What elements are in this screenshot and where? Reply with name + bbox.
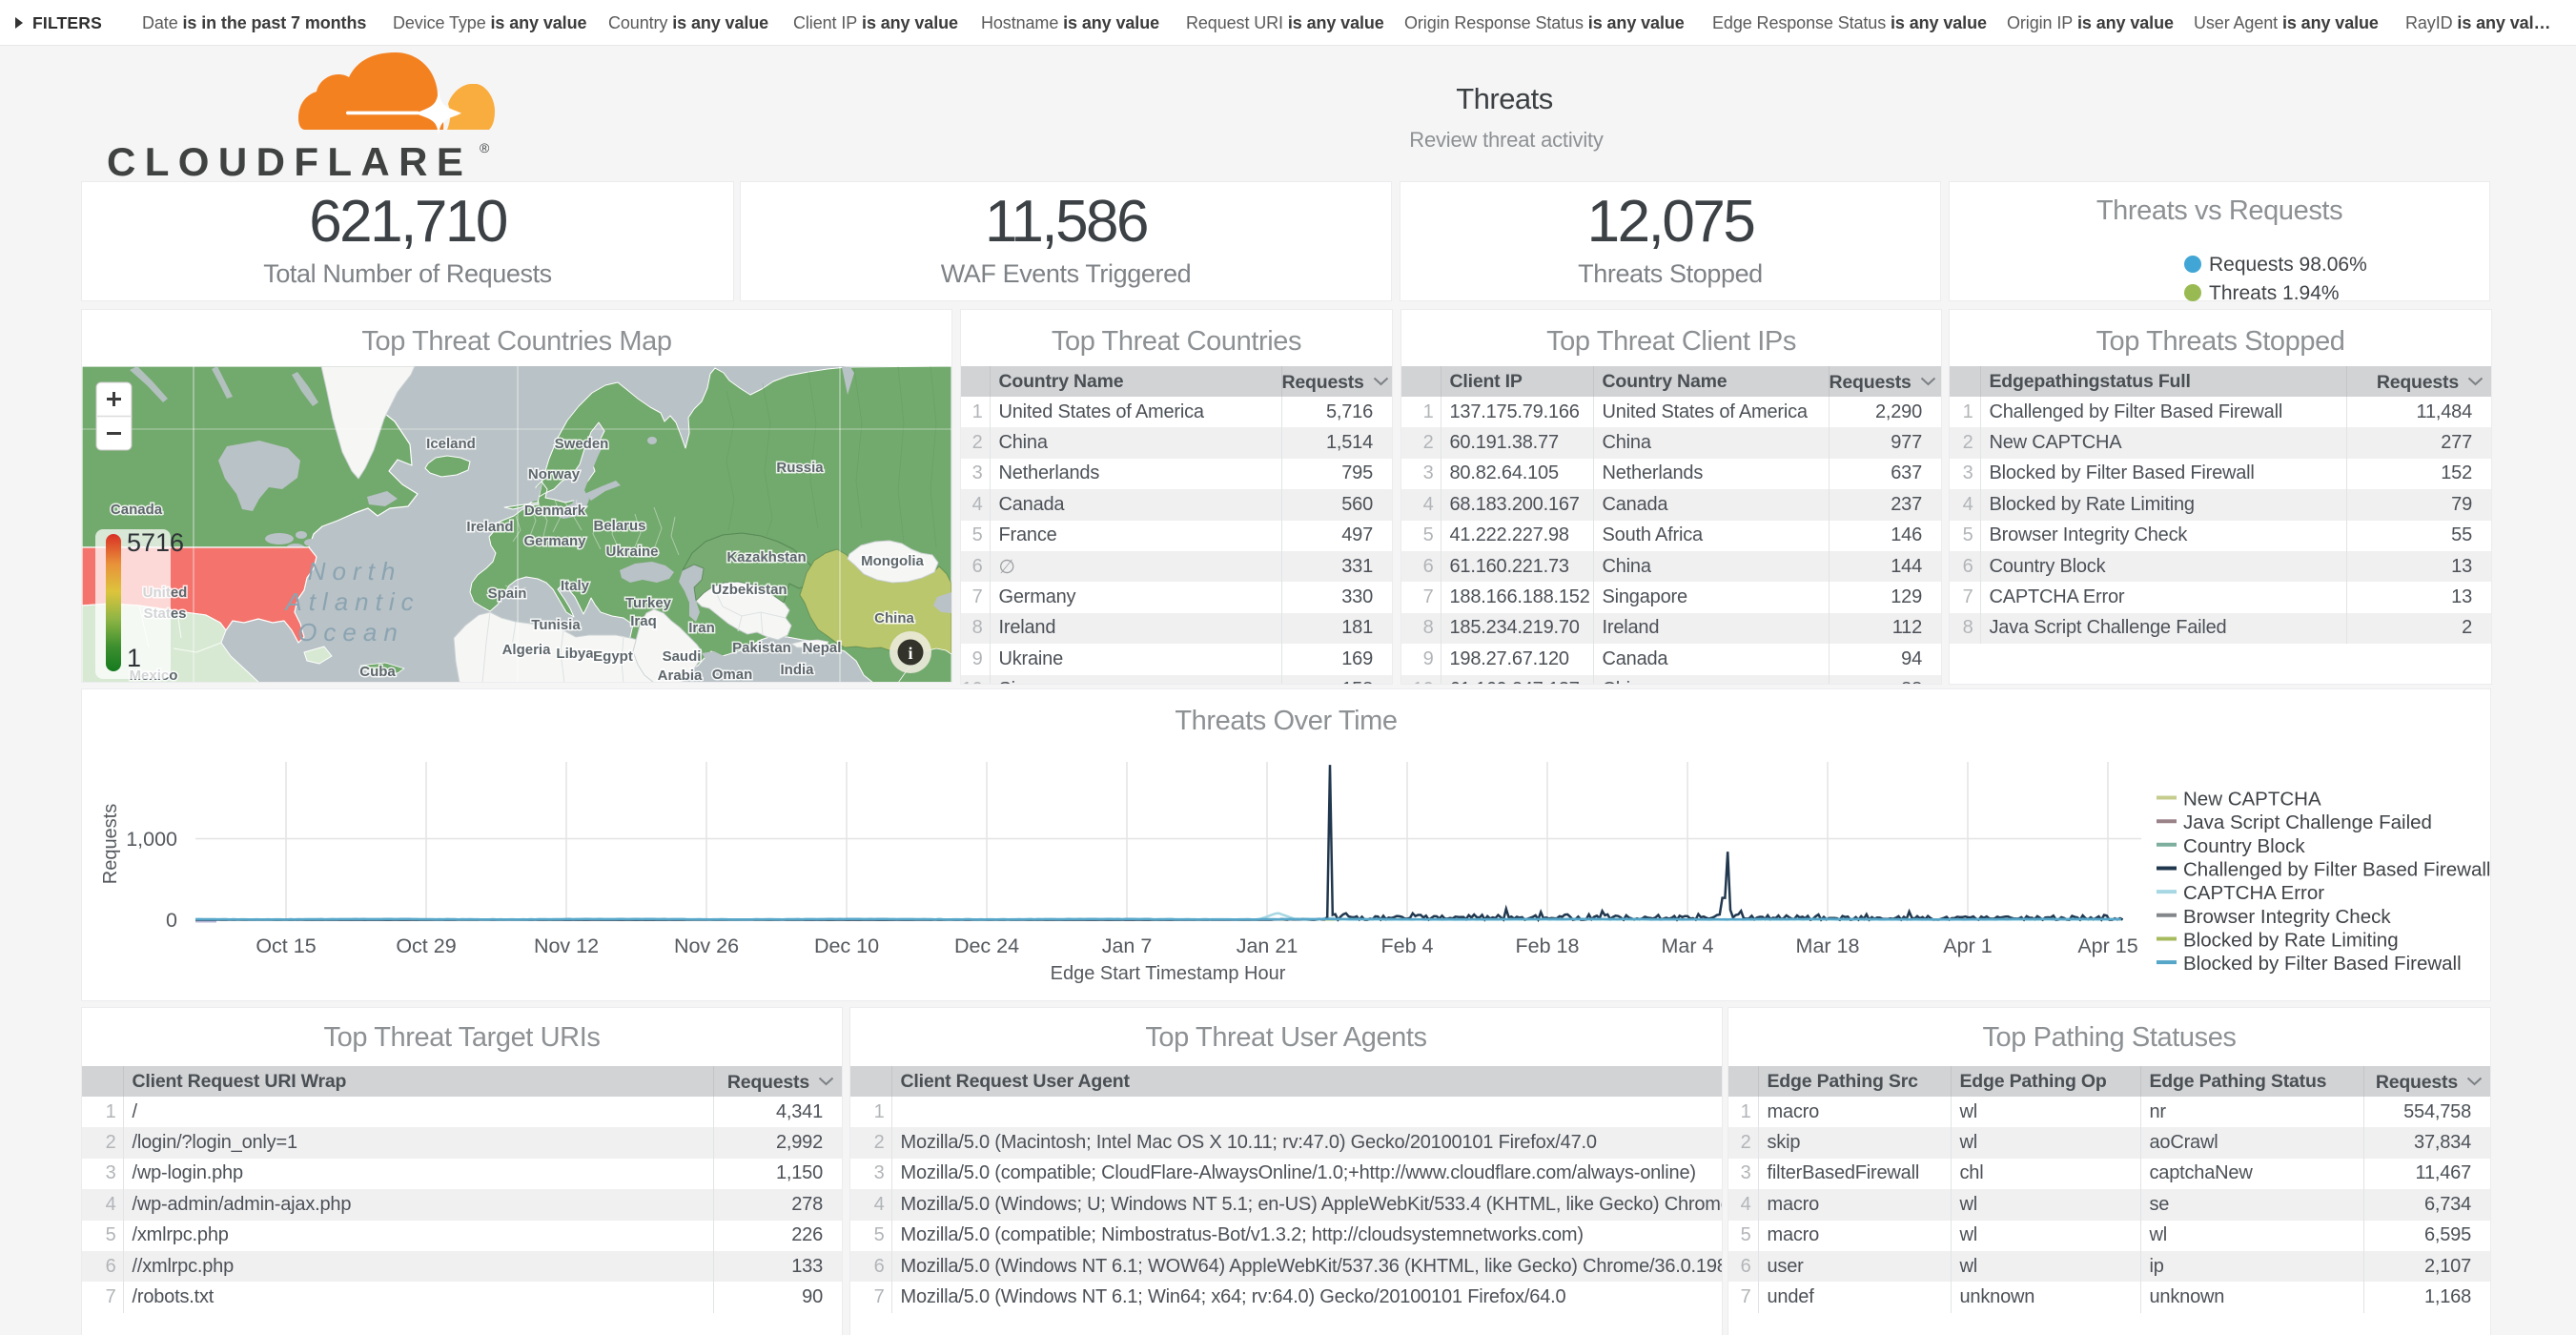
svg-text:Blocked by Rate Limiting: Blocked by Rate Limiting: [2183, 930, 2399, 952]
svg-text:Spain: Spain: [488, 585, 527, 602]
svg-text:Apr 1: Apr 1: [1943, 934, 1992, 957]
svg-text:1: 1: [127, 644, 141, 672]
svg-text:New CAPTCHA: New CAPTCHA: [2183, 789, 2321, 811]
svg-text:Algeria: Algeria: [502, 642, 552, 658]
svg-text:North: North: [308, 557, 402, 585]
svg-text:Pakistan: Pakistan: [732, 640, 791, 656]
svg-text:Turkey: Turkey: [625, 595, 672, 611]
svg-text:Jan 21: Jan 21: [1237, 934, 1298, 957]
svg-text:Saudi: Saudi: [663, 648, 702, 665]
svg-text:Belarus: Belarus: [593, 518, 645, 534]
svg-text:CLOUDFLARE: CLOUDFLARE: [107, 139, 472, 184]
svg-text:Browser Integrity Check: Browser Integrity Check: [2183, 906, 2391, 928]
svg-text:Uzbekistan: Uzbekistan: [711, 582, 787, 598]
svg-text:Dec 24: Dec 24: [954, 934, 1019, 957]
svg-text:Country Block: Country Block: [2183, 835, 2305, 857]
svg-text:Libya: Libya: [556, 646, 594, 662]
svg-text:Nov 26: Nov 26: [674, 934, 739, 957]
svg-text:Denmark: Denmark: [524, 503, 586, 519]
svg-text:Tunisia: Tunisia: [531, 617, 581, 633]
svg-text:Arabia: Arabia: [658, 668, 703, 683]
svg-text:Italy: Italy: [561, 578, 590, 594]
svg-text:Dec 10: Dec 10: [814, 934, 879, 957]
svg-text:0: 0: [166, 909, 177, 932]
svg-text:Oct 15: Oct 15: [256, 934, 316, 957]
svg-text:CAPTCHA Error: CAPTCHA Error: [2183, 882, 2324, 904]
svg-text:Requests: Requests: [100, 804, 121, 885]
svg-text:Mar 4: Mar 4: [1662, 934, 1714, 957]
svg-text:Feb 18: Feb 18: [1516, 934, 1580, 957]
svg-text:Challenged by Filter Based Fir: Challenged by Filter Based Firewall: [2183, 859, 2490, 881]
svg-text:Jan 7: Jan 7: [1102, 934, 1153, 957]
svg-text:Iran: Iran: [688, 620, 715, 636]
svg-text:Sweden: Sweden: [555, 436, 609, 452]
svg-text:Java Script Challenge Failed: Java Script Challenge Failed: [2183, 811, 2432, 833]
svg-text:Egypt: Egypt: [593, 648, 633, 665]
svg-text:Russia: Russia: [776, 460, 824, 476]
svg-text:Ocean: Ocean: [297, 618, 404, 647]
svg-text:Iraq: Iraq: [630, 613, 657, 629]
svg-text:Nepal: Nepal: [803, 640, 842, 656]
svg-text:Edge Start Timestamp Hour: Edge Start Timestamp Hour: [1051, 963, 1286, 984]
svg-text:i: i: [908, 644, 912, 663]
svg-text:®: ®: [480, 140, 490, 155]
svg-text:Nov 12: Nov 12: [534, 934, 599, 957]
svg-text:Germany: Germany: [523, 533, 586, 549]
svg-text:Kazakhstan: Kazakhstan: [726, 549, 806, 565]
svg-text:Oct 29: Oct 29: [396, 934, 456, 957]
svg-text:Feb 4: Feb 4: [1381, 934, 1434, 957]
svg-text:Cuba: Cuba: [359, 664, 396, 680]
svg-text:China: China: [874, 610, 914, 626]
svg-text:Ireland: Ireland: [466, 519, 513, 535]
svg-text:Atlantic: Atlantic: [283, 587, 419, 616]
svg-text:Apr 15: Apr 15: [2077, 934, 2137, 957]
svg-text:Blocked by Filter Based Firewa: Blocked by Filter Based Firewall: [2183, 953, 2462, 975]
svg-text:5716: 5716: [127, 528, 184, 557]
svg-text:Norway: Norway: [528, 466, 581, 483]
svg-text:Ukraine: Ukraine: [605, 544, 658, 560]
svg-text:Canada: Canada: [111, 502, 163, 518]
svg-text:1,000: 1,000: [126, 828, 177, 851]
svg-text:Mongolia: Mongolia: [861, 553, 924, 569]
svg-text:Mar 18: Mar 18: [1796, 934, 1860, 957]
svg-text:Iceland: Iceland: [426, 436, 476, 452]
svg-text:Oman: Oman: [712, 667, 753, 683]
svg-text:India: India: [780, 662, 814, 678]
